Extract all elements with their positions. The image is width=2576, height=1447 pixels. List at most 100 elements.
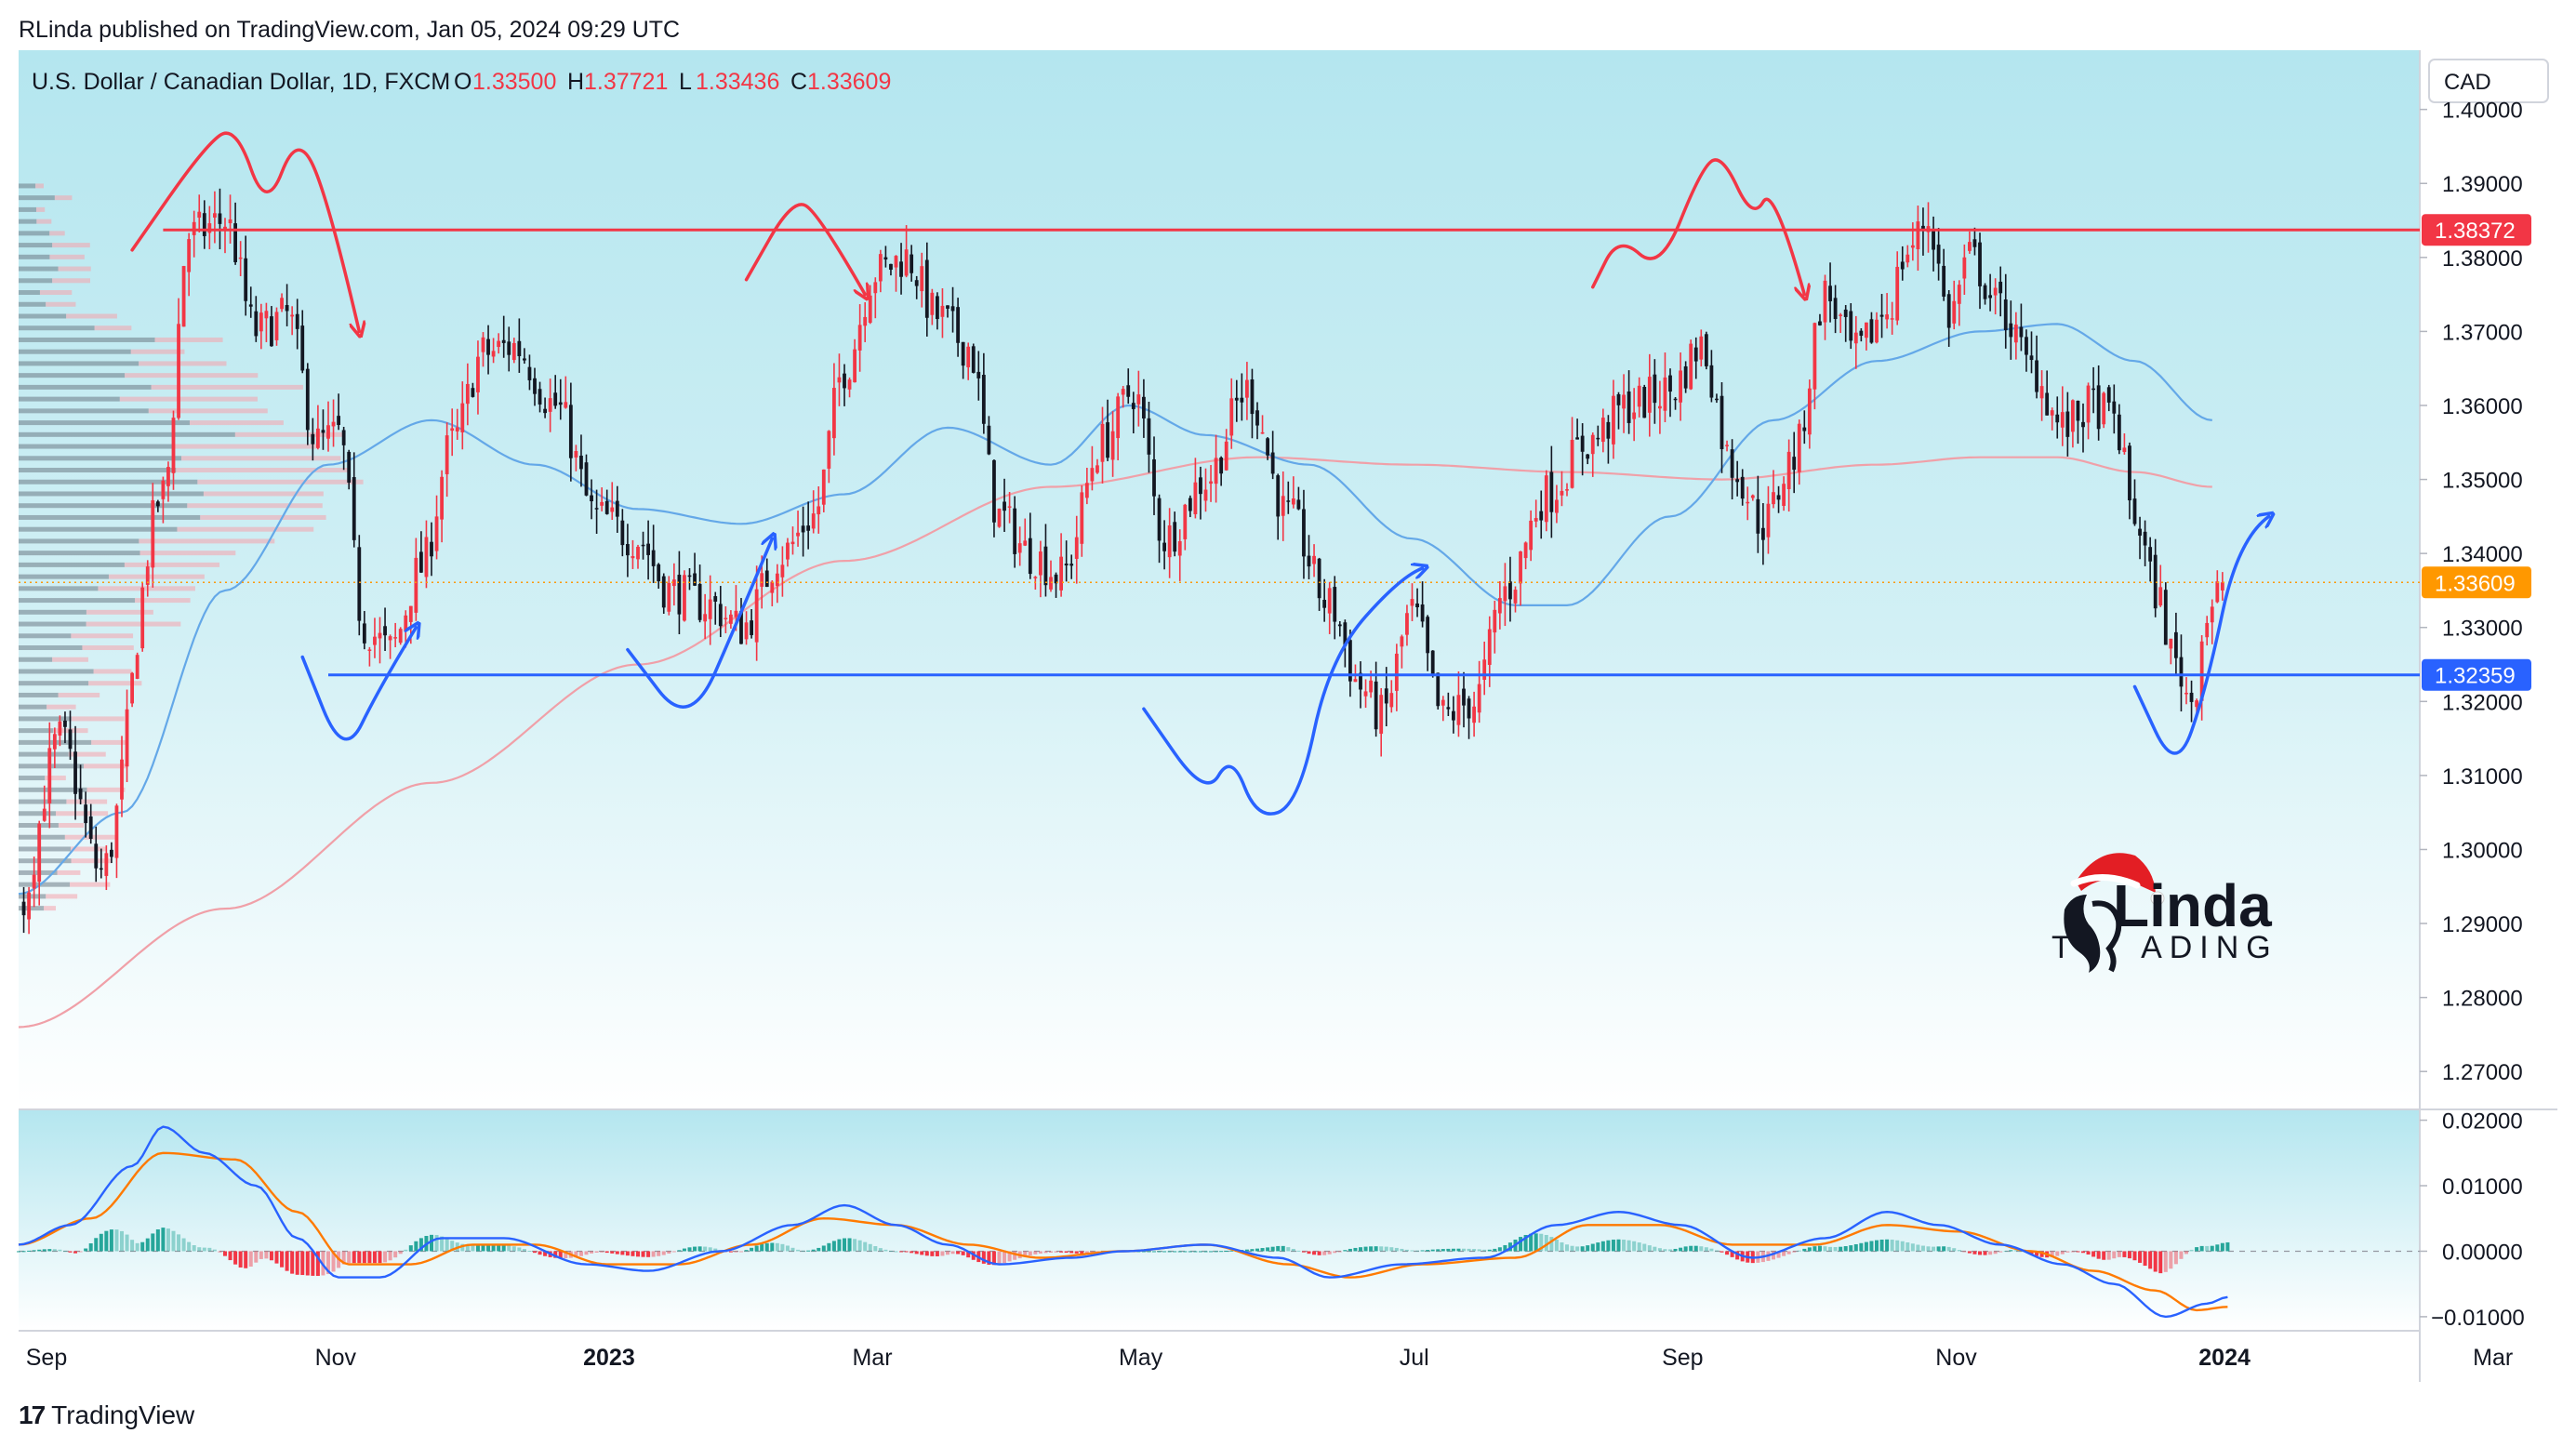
macd-histogram-bar: [2138, 1251, 2143, 1263]
price-axis[interactable]: 1.40000 1.39000 1.38000 1.37000 1.36000 1.350…: [2420, 99, 2523, 1086]
price-tick-label: 1.27000: [2442, 1060, 2523, 1085]
macd-histogram-bar: [1565, 1244, 1569, 1252]
volume-profile-bar: [19, 491, 204, 497]
candle-body: [1415, 603, 1419, 608]
candle-body: [63, 720, 67, 727]
macd-histogram-bar: [1301, 1251, 1306, 1253]
macd-axis[interactable]: 0.02000 0.01000 0.00000 −0.01000: [2420, 1109, 2525, 1331]
candle-body: [914, 280, 919, 286]
macd-histogram-bar: [1833, 1247, 1838, 1252]
candle-body: [2163, 590, 2168, 645]
candle-body: [1157, 498, 1162, 541]
candle-body: [1095, 465, 1099, 473]
candle-body: [1663, 377, 1667, 411]
macd-histogram-bar: [372, 1251, 377, 1264]
macd-histogram-bar: [631, 1251, 635, 1256]
candle-body: [2091, 388, 2095, 391]
currency-badge[interactable]: CAD: [2444, 70, 2491, 95]
candle-body: [992, 459, 996, 523]
macd-histogram-bar: [1260, 1248, 1265, 1252]
candle-body: [693, 573, 697, 586]
candle-body: [1679, 370, 1682, 403]
candle-body: [1333, 587, 1337, 622]
candle-body: [956, 307, 960, 343]
candle-body: [1337, 624, 1342, 627]
candle-body: [1467, 698, 1471, 719]
candle-body: [971, 346, 976, 373]
candle-body: [1255, 410, 1259, 426]
macd-histogram-bar: [99, 1233, 103, 1252]
candle-body: [393, 637, 398, 639]
candle-body: [873, 282, 878, 294]
macd-histogram-bar: [1972, 1251, 1977, 1255]
macd-histogram-bar: [1404, 1249, 1409, 1252]
candle-body: [657, 564, 661, 582]
macd-histogram-bar: [594, 1251, 599, 1253]
volume-profile-bar: [19, 373, 126, 378]
time-axis[interactable]: Sep Nov 2023 Mar May Jul Sep Nov 2024 Mar: [26, 1345, 2513, 1371]
macd-histogram-bar: [1988, 1251, 1993, 1255]
macd-histogram-bar: [233, 1251, 238, 1265]
annotation-peak-down-arrow-3: [744, 203, 866, 295]
macd-histogram-bar: [600, 1251, 604, 1253]
candle-body: [1812, 323, 1817, 390]
candle-body: [1843, 309, 1848, 317]
macd-histogram-bar: [775, 1242, 779, 1252]
time-tick-label: Sep: [1662, 1345, 1703, 1371]
candle-body: [2019, 326, 2024, 338]
volume-profile-bar: [19, 716, 72, 722]
volume-profile-bar: [19, 657, 53, 662]
macd-histogram-bar: [1446, 1248, 1451, 1252]
candle-body: [181, 266, 186, 327]
candle-body: [1683, 365, 1688, 389]
candle-body: [1709, 365, 1714, 398]
candle-body: [1735, 479, 1740, 483]
macd-histogram-bar: [847, 1238, 852, 1252]
candle-body: [1384, 688, 1388, 704]
volume-profile-bar: [71, 633, 134, 639]
candle-body: [600, 501, 604, 506]
macd-histogram-bar: [1920, 1245, 1925, 1252]
macd-histogram-bar: [920, 1251, 924, 1255]
macd-histogram-bar: [1214, 1251, 1218, 1253]
candle-body: [1849, 311, 1853, 341]
candle-body: [1270, 452, 1275, 474]
macd-histogram-bar: [1337, 1251, 1342, 1253]
macd-histogram-bar: [1415, 1250, 1420, 1252]
candle-body: [1612, 395, 1615, 445]
candle-body: [2195, 700, 2198, 708]
candle-body: [936, 296, 939, 320]
macd-histogram-bar: [1606, 1240, 1611, 1252]
macd-histogram-bar: [1776, 1251, 1781, 1258]
candle-body: [687, 575, 692, 577]
candle-body: [1725, 445, 1729, 446]
macd-histogram-bar: [362, 1251, 366, 1264]
currency-badge-box[interactable]: [2428, 59, 2549, 103]
candle-body: [1642, 387, 1647, 418]
candle-body: [1033, 577, 1038, 578]
candle-body: [636, 546, 640, 560]
candle-body: [125, 709, 129, 767]
macd-histogram-bar: [244, 1251, 248, 1268]
annotation-w-up-arrow-4: [1142, 568, 1423, 816]
footer-brand[interactable]: 17 TradingView: [19, 1401, 194, 1430]
candle-body: [1446, 707, 1451, 710]
macd-histogram-bar: [1482, 1249, 1487, 1252]
macd-histogram-bar: [1291, 1248, 1295, 1252]
macd-histogram-bar: [171, 1230, 176, 1252]
candle-body: [213, 213, 217, 218]
macd-histogram-bar: [465, 1244, 470, 1252]
macd-histogram-bar: [2143, 1251, 2147, 1267]
macd-histogram-bar: [1962, 1251, 1967, 1253]
macd-histogram-bar: [47, 1249, 52, 1252]
macd-pane-background: [19, 1110, 2420, 1330]
candle-body: [1772, 492, 1775, 505]
macd-histogram-bar: [1152, 1251, 1156, 1253]
candle-body: [1281, 496, 1285, 516]
candle-body: [1084, 483, 1089, 498]
resistance-price-badge: [2422, 214, 2531, 246]
candle-body: [1529, 520, 1534, 551]
volume-profile-bar: [93, 669, 132, 674]
candle-body: [976, 371, 981, 378]
